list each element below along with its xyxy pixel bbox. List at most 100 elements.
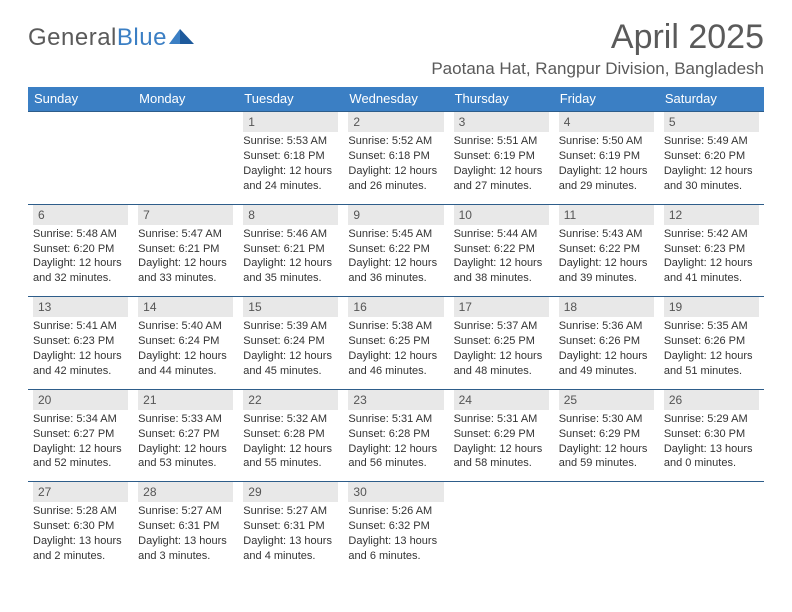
day-details: Sunrise: 5:45 AMSunset: 6:22 PMDaylight:… (348, 225, 443, 286)
day-number: 27 (33, 482, 128, 502)
sunrise-line: Sunrise: 5:31 AM (348, 412, 443, 427)
day-number: 12 (664, 205, 759, 225)
daylight-line: Daylight: 12 hours and 59 minutes. (559, 442, 654, 472)
weekday-header: Sunday (28, 87, 133, 112)
sunset-line: Sunset: 6:29 PM (559, 427, 654, 442)
calendar-empty-cell (133, 112, 238, 205)
daylight-line: Daylight: 12 hours and 38 minutes. (454, 256, 549, 286)
calendar-week-row: 20Sunrise: 5:34 AMSunset: 6:27 PMDayligh… (28, 389, 764, 482)
sunset-line: Sunset: 6:31 PM (243, 519, 338, 534)
weekday-header: Saturday (659, 87, 764, 112)
sunset-line: Sunset: 6:22 PM (454, 242, 549, 257)
weekday-header: Wednesday (343, 87, 448, 112)
day-details: Sunrise: 5:47 AMSunset: 6:21 PMDaylight:… (138, 225, 233, 286)
sunrise-line: Sunrise: 5:34 AM (33, 412, 128, 427)
calendar-day-cell: 5Sunrise: 5:49 AMSunset: 6:20 PMDaylight… (659, 112, 764, 205)
daylight-line: Daylight: 12 hours and 44 minutes. (138, 349, 233, 379)
sunrise-line: Sunrise: 5:47 AM (138, 227, 233, 242)
day-number: 1 (243, 112, 338, 132)
sunset-line: Sunset: 6:25 PM (454, 334, 549, 349)
calendar-day-cell: 4Sunrise: 5:50 AMSunset: 6:19 PMDaylight… (554, 112, 659, 205)
day-details: Sunrise: 5:46 AMSunset: 6:21 PMDaylight:… (243, 225, 338, 286)
day-number: 4 (559, 112, 654, 132)
sunset-line: Sunset: 6:24 PM (243, 334, 338, 349)
location-text: Paotana Hat, Rangpur Division, Banglades… (431, 59, 764, 79)
day-number: 8 (243, 205, 338, 225)
day-number: 28 (138, 482, 233, 502)
sunrise-line: Sunrise: 5:33 AM (138, 412, 233, 427)
calendar-day-cell: 11Sunrise: 5:43 AMSunset: 6:22 PMDayligh… (554, 204, 659, 297)
sunset-line: Sunset: 6:31 PM (138, 519, 233, 534)
day-details: Sunrise: 5:27 AMSunset: 6:31 PMDaylight:… (243, 502, 338, 563)
sunrise-line: Sunrise: 5:39 AM (243, 319, 338, 334)
weekday-header: Thursday (449, 87, 554, 112)
sunrise-line: Sunrise: 5:26 AM (348, 504, 443, 519)
day-number: 10 (454, 205, 549, 225)
sunset-line: Sunset: 6:19 PM (559, 149, 654, 164)
daylight-line: Daylight: 12 hours and 52 minutes. (33, 442, 128, 472)
sunset-line: Sunset: 6:29 PM (454, 427, 549, 442)
sunset-line: Sunset: 6:18 PM (243, 149, 338, 164)
header: GeneralBlue April 2025 Paotana Hat, Rang… (28, 18, 764, 79)
day-details: Sunrise: 5:29 AMSunset: 6:30 PMDaylight:… (664, 410, 759, 471)
sunrise-line: Sunrise: 5:27 AM (243, 504, 338, 519)
weekday-header: Friday (554, 87, 659, 112)
sunrise-line: Sunrise: 5:37 AM (454, 319, 549, 334)
day-details: Sunrise: 5:42 AMSunset: 6:23 PMDaylight:… (664, 225, 759, 286)
daylight-line: Daylight: 12 hours and 32 minutes. (33, 256, 128, 286)
sunset-line: Sunset: 6:23 PM (33, 334, 128, 349)
calendar-day-cell: 23Sunrise: 5:31 AMSunset: 6:28 PMDayligh… (343, 389, 448, 482)
sunset-line: Sunset: 6:28 PM (243, 427, 338, 442)
calendar-day-cell: 19Sunrise: 5:35 AMSunset: 6:26 PMDayligh… (659, 297, 764, 390)
calendar-day-cell: 20Sunrise: 5:34 AMSunset: 6:27 PMDayligh… (28, 389, 133, 482)
sunrise-line: Sunrise: 5:31 AM (454, 412, 549, 427)
sunrise-line: Sunrise: 5:35 AM (664, 319, 759, 334)
calendar-day-cell: 27Sunrise: 5:28 AMSunset: 6:30 PMDayligh… (28, 482, 133, 574)
day-number: 7 (138, 205, 233, 225)
calendar-day-cell: 24Sunrise: 5:31 AMSunset: 6:29 PMDayligh… (449, 389, 554, 482)
calendar-day-cell: 9Sunrise: 5:45 AMSunset: 6:22 PMDaylight… (343, 204, 448, 297)
day-number: 23 (348, 390, 443, 410)
daylight-line: Daylight: 12 hours and 45 minutes. (243, 349, 338, 379)
sunrise-line: Sunrise: 5:27 AM (138, 504, 233, 519)
day-details: Sunrise: 5:31 AMSunset: 6:29 PMDaylight:… (454, 410, 549, 471)
day-details: Sunrise: 5:48 AMSunset: 6:20 PMDaylight:… (33, 225, 128, 286)
sunrise-line: Sunrise: 5:46 AM (243, 227, 338, 242)
daylight-line: Daylight: 12 hours and 51 minutes. (664, 349, 759, 379)
sunrise-line: Sunrise: 5:41 AM (33, 319, 128, 334)
day-number: 18 (559, 297, 654, 317)
sunset-line: Sunset: 6:18 PM (348, 149, 443, 164)
daylight-line: Daylight: 12 hours and 30 minutes. (664, 164, 759, 194)
sunrise-line: Sunrise: 5:42 AM (664, 227, 759, 242)
brand-logo: GeneralBlue (28, 24, 195, 52)
daylight-line: Daylight: 12 hours and 35 minutes. (243, 256, 338, 286)
sunset-line: Sunset: 6:30 PM (664, 427, 759, 442)
daylight-line: Daylight: 12 hours and 42 minutes. (33, 349, 128, 379)
brand-text: GeneralBlue (28, 24, 167, 52)
sunset-line: Sunset: 6:22 PM (348, 242, 443, 257)
sunrise-line: Sunrise: 5:51 AM (454, 134, 549, 149)
daylight-line: Daylight: 12 hours and 24 minutes. (243, 164, 338, 194)
day-number: 6 (33, 205, 128, 225)
sunrise-line: Sunrise: 5:49 AM (664, 134, 759, 149)
daylight-line: Daylight: 12 hours and 58 minutes. (454, 442, 549, 472)
calendar-day-cell: 29Sunrise: 5:27 AMSunset: 6:31 PMDayligh… (238, 482, 343, 574)
calendar-day-cell: 30Sunrise: 5:26 AMSunset: 6:32 PMDayligh… (343, 482, 448, 574)
weekday-header: Tuesday (238, 87, 343, 112)
calendar-week-row: 6Sunrise: 5:48 AMSunset: 6:20 PMDaylight… (28, 204, 764, 297)
brand-part1: General (28, 24, 117, 51)
daylight-line: Daylight: 13 hours and 2 minutes. (33, 534, 128, 564)
day-details: Sunrise: 5:38 AMSunset: 6:25 PMDaylight:… (348, 317, 443, 378)
calendar-day-cell: 28Sunrise: 5:27 AMSunset: 6:31 PMDayligh… (133, 482, 238, 574)
calendar-day-cell: 8Sunrise: 5:46 AMSunset: 6:21 PMDaylight… (238, 204, 343, 297)
sunrise-line: Sunrise: 5:45 AM (348, 227, 443, 242)
day-number: 26 (664, 390, 759, 410)
sunset-line: Sunset: 6:25 PM (348, 334, 443, 349)
sunrise-line: Sunrise: 5:48 AM (33, 227, 128, 242)
calendar-day-cell: 2Sunrise: 5:52 AMSunset: 6:18 PMDaylight… (343, 112, 448, 205)
calendar-empty-cell (554, 482, 659, 574)
day-number: 17 (454, 297, 549, 317)
sunrise-line: Sunrise: 5:32 AM (243, 412, 338, 427)
brand-mark-icon (169, 27, 195, 50)
daylight-line: Daylight: 13 hours and 0 minutes. (664, 442, 759, 472)
